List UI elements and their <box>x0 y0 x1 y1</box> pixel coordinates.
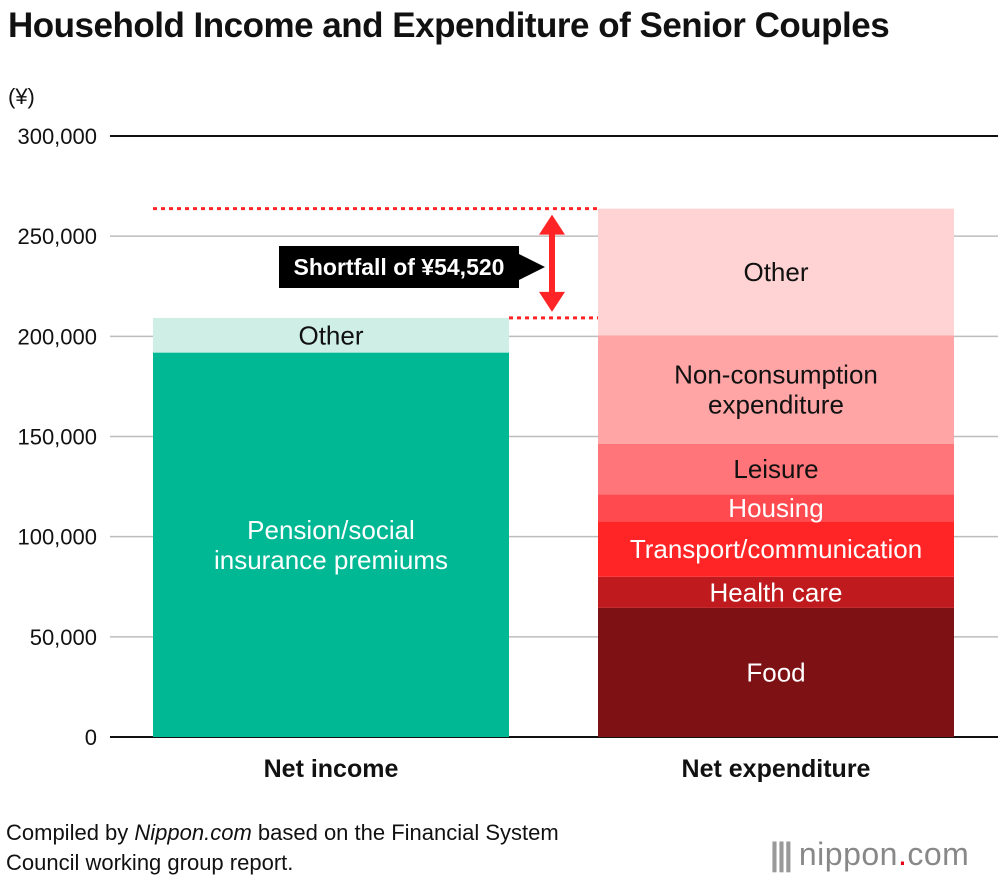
segment-label: Leisure <box>733 454 818 484</box>
x-axis-category-labels: Net income Net expenditure <box>264 755 871 783</box>
shortfall-callout-box <box>279 246 519 288</box>
bars <box>153 208 954 737</box>
y-tick-label: 50,000 <box>30 625 97 650</box>
y-tick-label: 200,000 <box>17 324 97 349</box>
y-tick-label: 0 <box>85 725 97 750</box>
shortfall-arrow-down-head <box>539 291 565 312</box>
segment-label: Other <box>298 320 363 350</box>
shortfall-label: Shortfall of ¥54,520 <box>294 254 505 280</box>
chart-title: Household Income and Expenditure of Seni… <box>8 6 890 45</box>
source-note: Compiled by Nippon.com based on the Fina… <box>6 820 559 875</box>
bar-segment <box>598 443 954 495</box>
bar-segment <box>153 317 509 353</box>
nippon-logo: ||| nippon.com <box>770 836 970 872</box>
y-tick-label: 250,000 <box>17 224 97 249</box>
shortfall-callout-pointer <box>519 254 545 280</box>
y-tick-label: 300,000 <box>17 124 97 149</box>
segment-label: Housing <box>728 493 823 523</box>
x-category-label: Net expenditure <box>682 755 871 783</box>
y-tick-label: 100,000 <box>17 525 97 550</box>
y-axis-tick-labels: 0 50,000 100,000 150,000 200,000 250,000 300,0… <box>17 124 97 750</box>
source-italic: Nippon.com <box>134 820 252 845</box>
bar-segment <box>153 352 509 737</box>
bar-segment <box>598 576 954 608</box>
y-tick-label: 150,000 <box>17 425 97 450</box>
segment-label: Other <box>743 257 808 287</box>
bar-segment <box>598 494 954 522</box>
bar-segment <box>598 335 954 444</box>
logo-mark-icon: ||| <box>770 836 793 872</box>
shortfall-annotation: Shortfall of ¥54,520 <box>153 207 598 320</box>
x-category-label: Net income <box>264 755 399 783</box>
bar-segment <box>598 208 954 336</box>
segment-label: Transport/communication <box>630 534 922 564</box>
shortfall-arrow-up-head <box>539 214 565 235</box>
segment-label: insurance premiums <box>214 545 448 575</box>
bar-segment <box>598 521 954 577</box>
stacked-bar-chart: 0 50,000 100,000 150,000 200,000 250,000 300,0… <box>8 84 998 783</box>
segment-label: Health care <box>710 577 843 607</box>
segment-label: Pension/social <box>247 515 415 545</box>
bar-segment <box>598 607 954 737</box>
segment-label: expenditure <box>708 390 844 420</box>
segment-label: Food <box>746 657 805 687</box>
y-axis-unit-label: (¥) <box>8 84 35 109</box>
segment-label: Non-consumption <box>674 360 878 390</box>
